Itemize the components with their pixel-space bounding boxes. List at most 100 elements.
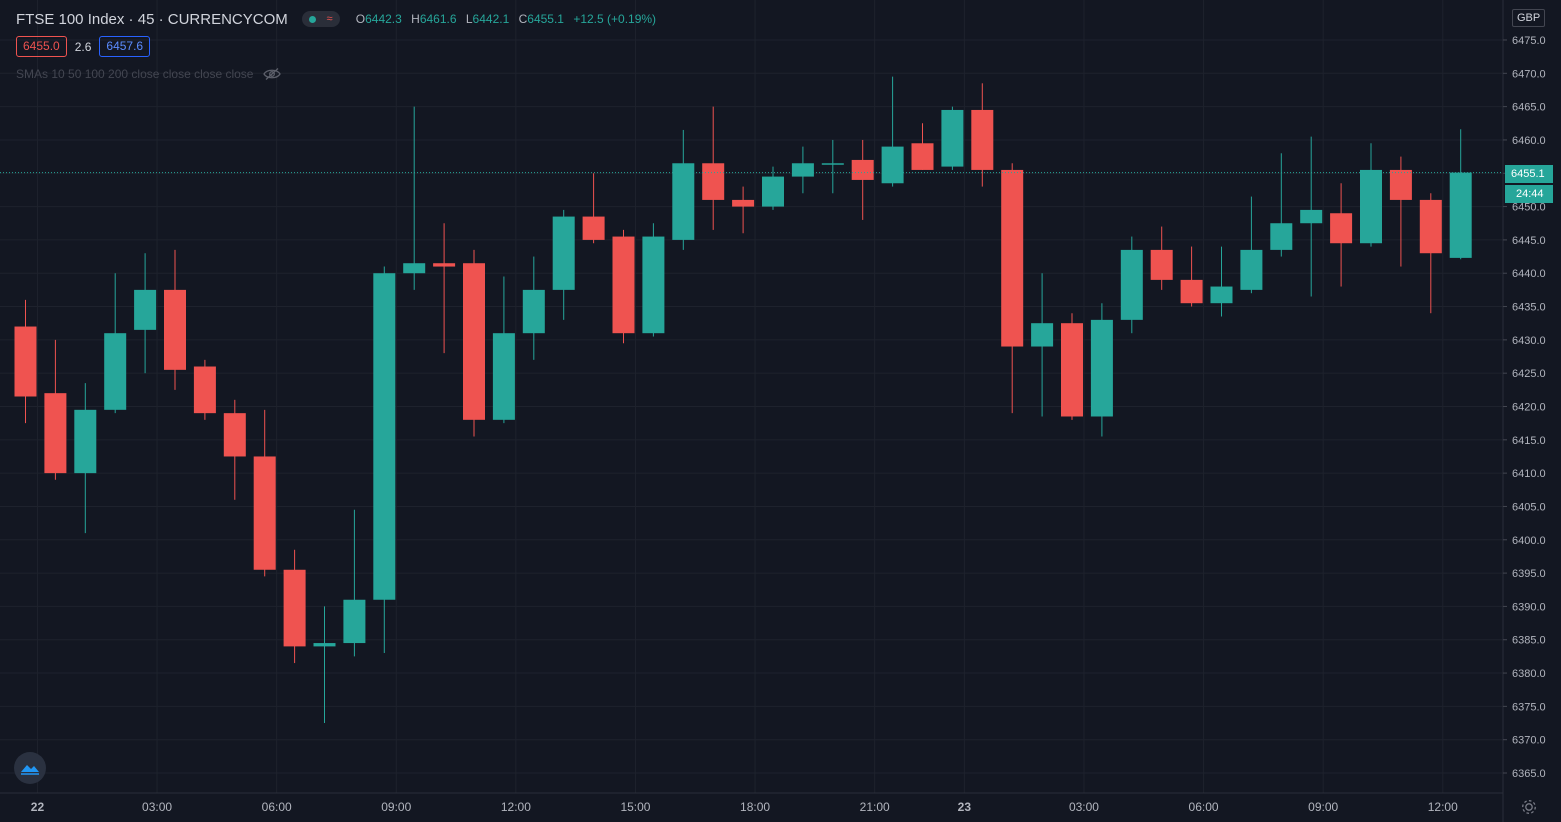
candle — [283, 549, 306, 664]
candle — [1389, 156, 1412, 267]
candle-body — [522, 289, 545, 334]
candle-body — [582, 216, 605, 240]
time-tick-label: 06:00 — [1189, 800, 1219, 814]
candle — [1419, 193, 1442, 314]
legend-header: FTSE 100 Index · 45 · CURRENCYCOM ≈ O644… — [16, 10, 662, 28]
symbol-title[interactable]: FTSE 100 Index · 45 · CURRENCYCOM — [16, 10, 288, 28]
time-tick-label: 09:00 — [381, 800, 411, 814]
price-tick-label: 6470.0 — [1512, 68, 1546, 80]
candle — [463, 249, 485, 437]
time-tick-label: 09:00 — [1308, 800, 1338, 814]
candle — [911, 123, 934, 170]
candle — [642, 223, 665, 337]
candle — [821, 139, 844, 194]
candle-body — [1031, 323, 1054, 347]
candle-body — [1150, 249, 1173, 280]
ohlc-close: C6455.1 — [518, 12, 564, 26]
candle-body — [1330, 213, 1353, 244]
candle-body — [911, 143, 934, 170]
price-tick-label: 6430.0 — [1512, 335, 1546, 347]
price-axis[interactable]: 6365.0 6370.0 6375.0 6380.0 6385.0 6390.0 6395… — [1503, 35, 1546, 780]
candle-body — [791, 163, 814, 177]
price-tick-label: 6445.0 — [1512, 235, 1546, 247]
candle — [1090, 303, 1113, 437]
candle — [1180, 246, 1203, 307]
candle-body — [14, 326, 37, 397]
candle-body — [44, 393, 67, 474]
candle — [1270, 153, 1293, 257]
candle — [1210, 246, 1233, 317]
candle — [193, 359, 216, 420]
chart-grid — [0, 0, 1503, 793]
time-tick-label: 22 — [31, 800, 45, 814]
candle-body — [762, 176, 784, 207]
candle-body — [193, 366, 216, 414]
candle-body — [1419, 199, 1442, 254]
time-tick-label: 06:00 — [262, 800, 292, 814]
candle-body — [74, 409, 97, 474]
gear-icon[interactable] — [1520, 798, 1538, 816]
candle-body — [164, 289, 186, 370]
price-tick-label: 6370.0 — [1512, 735, 1546, 747]
bid-ask-row: 6455.0 2.6 6457.6 — [16, 36, 151, 57]
buy-price-button[interactable]: 6457.6 — [99, 36, 151, 57]
candle — [881, 76, 904, 187]
candle — [253, 409, 276, 577]
price-tick-label: 6415.0 — [1512, 435, 1546, 447]
price-tick-label: 6410.0 — [1512, 468, 1546, 480]
price-tick-label: 6380.0 — [1512, 668, 1546, 680]
sell-price-button[interactable]: 6455.0 — [16, 36, 67, 57]
indicator-label[interactable]: SMAs 10 50 100 200 close close close clo… — [16, 67, 254, 81]
candle — [941, 106, 964, 170]
candle-body — [552, 216, 575, 290]
market-status-icon[interactable]: ≈ — [301, 11, 340, 27]
candle-body — [1300, 209, 1323, 224]
candle-body — [463, 263, 485, 420]
price-tick-label: 6365.0 — [1512, 768, 1546, 780]
candle — [433, 223, 456, 354]
candle-body — [1389, 169, 1412, 200]
candle-body — [134, 289, 157, 330]
price-tick-label: 6375.0 — [1512, 701, 1546, 713]
candle — [971, 83, 994, 187]
price-tick-label: 6395.0 — [1512, 568, 1546, 580]
candle-body — [881, 146, 904, 184]
candle — [1330, 183, 1353, 287]
candle-body — [1449, 172, 1472, 258]
price-tick-label: 6475.0 — [1512, 35, 1546, 47]
candle — [1120, 236, 1143, 334]
time-tick-label: 12:00 — [501, 800, 531, 814]
candle — [1449, 129, 1472, 260]
candle — [702, 106, 725, 230]
price-tick-label: 6405.0 — [1512, 501, 1546, 513]
candle-body — [283, 569, 306, 647]
candle-body — [343, 599, 366, 644]
ohlc-high: H6461.6 — [411, 12, 457, 26]
candle-body — [433, 263, 456, 267]
candle-body — [1180, 279, 1203, 304]
candle-body — [373, 273, 396, 600]
candle-body — [313, 643, 336, 647]
candle-body — [104, 333, 127, 410]
eye-hidden-icon[interactable] — [263, 67, 282, 81]
time-axis[interactable]: 22 03:00 06:00 09:00 12:00 15:00 18:00 21:00 23 0… — [31, 800, 1458, 814]
candle-body — [1270, 223, 1293, 250]
candle — [1031, 273, 1054, 417]
candle-body — [1061, 323, 1083, 417]
price-tick-label: 6460.0 — [1512, 135, 1546, 147]
candle — [134, 253, 157, 374]
candle — [343, 509, 366, 657]
tradingview-logo-icon[interactable] — [14, 752, 46, 784]
candle — [403, 106, 426, 290]
spread-value: 2.6 — [74, 39, 92, 54]
ohlc-open: O6442.3 — [355, 12, 402, 26]
currency-badge[interactable]: GBP — [1512, 9, 1546, 27]
candle-body — [253, 456, 276, 570]
indicator-legend[interactable]: SMAs 10 50 100 200 close close close clo… — [16, 67, 282, 81]
candle — [791, 146, 814, 194]
logo-mark-icon — [21, 765, 39, 775]
candle-body — [612, 236, 635, 334]
wave-icon: ≈ — [326, 12, 333, 25]
candle — [74, 383, 97, 534]
